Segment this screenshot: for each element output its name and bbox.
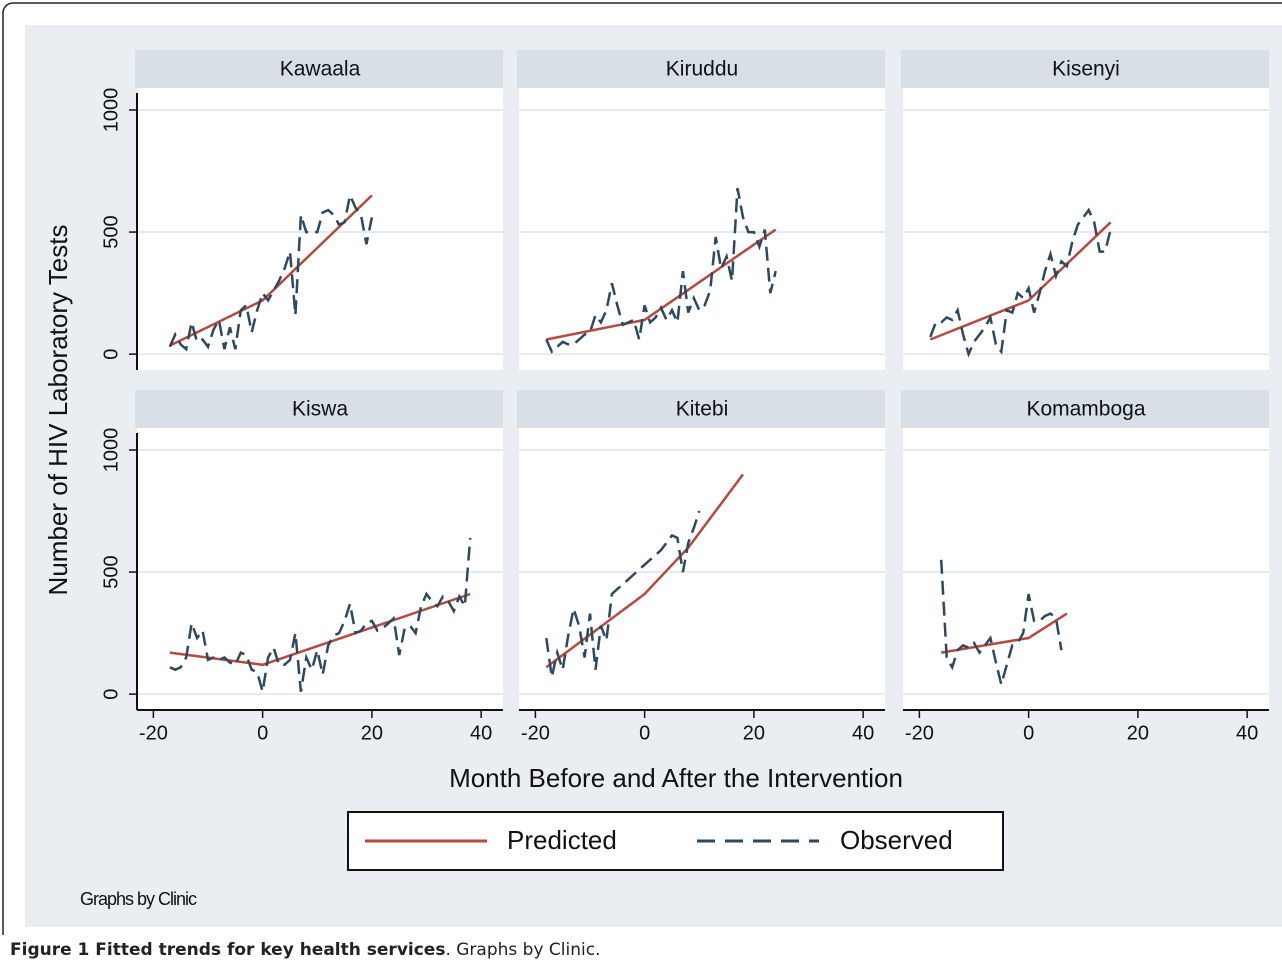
predicted-line: [169, 592, 471, 667]
panel-plot: [519, 428, 885, 710]
x-axis-title: Month Before and After the Intervention: [449, 763, 903, 793]
x-tick-label: -20: [521, 722, 550, 744]
panel-title: Kiruddu: [666, 58, 738, 81]
caption-text: . Graphs by Clinic.: [445, 940, 601, 960]
panel-title: Kitebi: [676, 398, 729, 421]
y-tick-label: 1000: [100, 88, 122, 133]
x-tick-label: 0: [639, 722, 650, 744]
x-tick-label: 40: [470, 722, 492, 744]
x-tick-label: 20: [361, 722, 383, 744]
observed-line: [545, 510, 701, 678]
panel-plot: [137, 88, 503, 370]
predicted-line: [940, 612, 1068, 654]
panel-title: Kisenyi: [1052, 58, 1120, 81]
panel-title: Komamboga: [1026, 398, 1145, 421]
x-tick-label: 0: [1023, 722, 1034, 744]
x-tick-label: -20: [139, 722, 168, 744]
y-tick-label: 0: [100, 689, 122, 700]
panel-plot: [519, 88, 885, 370]
strip: [135, 390, 503, 428]
y-tick-label: 500: [100, 555, 122, 588]
y-axis-title: Number of HIV Laboratory Tests: [43, 225, 73, 596]
caption: Figure 1 Fitted trends for key health se…: [10, 940, 601, 960]
panel-plot: [903, 428, 1269, 710]
panel-title: Kiswa: [292, 398, 348, 421]
x-tick-label: 40: [852, 722, 874, 744]
note: Graphs by Clinic: [80, 889, 197, 909]
legend-label: Predicted: [507, 825, 617, 855]
caption-label: Figure 1 Fitted trends for key health se…: [10, 940, 446, 960]
predicted-line: [169, 194, 373, 347]
strip: [517, 50, 885, 88]
panel-title: Kawaala: [280, 58, 361, 81]
legend-label: Observed: [840, 825, 953, 855]
strip: [135, 50, 503, 88]
strip: [901, 390, 1269, 428]
x-tick-label: 0: [257, 722, 268, 744]
strip: [517, 390, 885, 428]
x-tick-label: -20: [905, 722, 934, 744]
y-tick-label: 1000: [100, 428, 122, 473]
observed-line: [169, 537, 472, 693]
predicted-line: [929, 221, 1112, 341]
x-tick-label: 20: [743, 722, 765, 744]
observed-line: [939, 559, 1063, 690]
x-tick-label: 20: [1127, 722, 1149, 744]
predicted-line: [546, 228, 777, 341]
observed-line: [168, 191, 374, 352]
observed-line: [929, 207, 1112, 358]
x-tick-label: 40: [1236, 722, 1258, 744]
strip: [901, 50, 1269, 88]
y-tick-label: 500: [100, 215, 122, 248]
y-tick-label: 0: [100, 349, 122, 360]
observed-line: [545, 187, 777, 354]
figure: Number of HIV Laboratory Tests Month Bef…: [2, 2, 1282, 944]
predicted-line: [545, 473, 745, 669]
panel-plot: [903, 88, 1269, 370]
